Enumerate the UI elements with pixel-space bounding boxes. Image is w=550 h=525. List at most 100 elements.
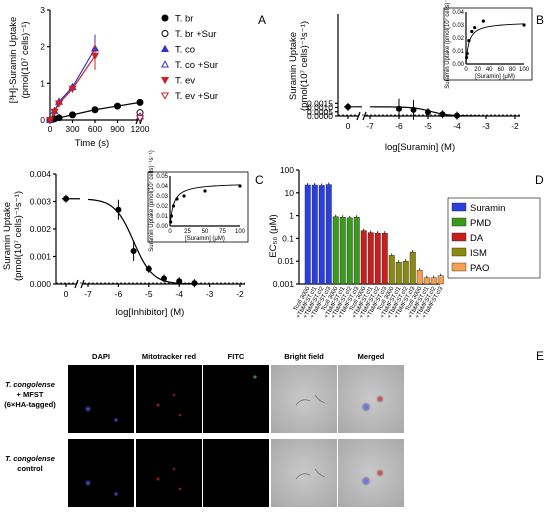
- d-legend-label: Suramin: [470, 203, 505, 214]
- c-inset-ytick-label: 0.00: [156, 224, 168, 230]
- micro-dapi-signal: [113, 417, 119, 423]
- b-inset-point: [470, 29, 474, 34]
- micro-cell-outline: [314, 394, 326, 404]
- c-inset-xtick-label: 100: [235, 229, 246, 235]
- a-legend-marker: [161, 30, 169, 37]
- c-ytick-label: 0.003: [30, 197, 52, 207]
- d-legend-swatch: [451, 202, 467, 212]
- panel-d-letter: D: [535, 173, 544, 187]
- c-inset-point: [238, 184, 242, 188]
- d-bar: [388, 255, 395, 285]
- b-inset-ytick-label: 0.03: [452, 23, 464, 29]
- micro-row-label-line: (6×HA-tagged): [4, 400, 56, 409]
- c-point: [161, 275, 167, 282]
- micro-fluorescence-image: [136, 439, 202, 507]
- a-xtick-label: 1200: [131, 124, 150, 134]
- c-inset-point: [169, 220, 173, 224]
- c-inset-frame: [147, 171, 249, 243]
- d-bar: [353, 217, 360, 285]
- b-xtick-label: 0: [346, 121, 351, 131]
- micro-column-header: DAPI: [92, 352, 110, 361]
- b-inset-xtick-label: 100: [519, 67, 530, 73]
- a-ytick-label: 1: [40, 78, 45, 88]
- c-point: [191, 280, 198, 287]
- b-point: [454, 112, 460, 119]
- c-inset-ytick-label: 0.03: [156, 194, 168, 200]
- c-inset-xtick-label: 50: [202, 229, 209, 235]
- a-ytick-label: 0: [40, 115, 45, 125]
- b-ylabel-units: (pmol(10⁷ cells)⁻¹s⁻¹): [299, 21, 310, 111]
- a-point: [136, 98, 144, 106]
- a-point: [91, 106, 99, 114]
- a-ylabel: [³H]-Suramin Uptake: [8, 17, 19, 104]
- d-legend-label: PMD: [470, 218, 491, 229]
- c-ylabel: Suramin Uptake: [2, 202, 13, 270]
- d-legend-swatch: [451, 262, 467, 272]
- c-inset-ytick-label: 0.04: [156, 184, 168, 190]
- d-bar: [416, 270, 423, 285]
- b-point: [396, 105, 402, 112]
- d-bar: [381, 232, 388, 285]
- micro-merged-signal: [376, 395, 384, 403]
- c-inset-point: [203, 189, 207, 193]
- micro-fluorescence-image: [68, 439, 134, 507]
- micro-row-label-species: T. congolense: [5, 454, 55, 463]
- micro-row-label-species: T. congolense: [5, 380, 55, 389]
- panel-a: A 0 300 600 900 1200 0 1 2 3 Time (s) [³H]-Suram…: [8, 5, 266, 149]
- c-inset-curve: [169, 184, 241, 227]
- micro-row-label-line: + MFST: [17, 390, 44, 399]
- c-xtick-label: -2: [236, 289, 244, 299]
- b-xtick-label: -6: [395, 121, 403, 131]
- c-axis-break: [74, 279, 79, 289]
- b-xtick-label: -5: [424, 121, 432, 131]
- a-point: [54, 100, 64, 108]
- micro-dapi-signal: [113, 491, 119, 497]
- micro-column-header: Merged: [358, 352, 385, 361]
- panel-a-letter: A: [258, 13, 266, 27]
- c-ytick-label: 0.001: [30, 252, 52, 262]
- c-inset-ytick-label: 0.05: [156, 174, 168, 180]
- d-legend-swatch: [451, 247, 467, 257]
- b-inset-point: [473, 26, 477, 30]
- d-ylabel: EC₅₀ (μM): [268, 214, 279, 257]
- d-bar: [346, 217, 353, 285]
- d-legend-label: ISM: [470, 248, 487, 259]
- c-xtick-label: -3: [206, 289, 214, 299]
- b-inset-ytick-label: 0.04: [452, 10, 464, 16]
- b-fit-curve: [369, 106, 479, 117]
- b-point: [345, 103, 351, 110]
- c-inset-ytick-label: 0.02: [156, 204, 168, 210]
- b-inset-xtick-label: 0: [464, 67, 468, 73]
- micro-fluorescence-image: [203, 439, 269, 507]
- a-ytick-label: 2: [40, 42, 45, 52]
- b-inset-xtick-label: 40: [486, 67, 493, 73]
- d-legend-label: DA: [470, 233, 484, 244]
- a-point: [135, 115, 145, 123]
- d-bar: [332, 216, 339, 285]
- c-xtick-label: 0: [64, 289, 69, 299]
- a-legend-label: T. co +Sur: [175, 60, 218, 71]
- c-xtick-label: -7: [84, 289, 92, 299]
- b-xtick-label: -4: [453, 121, 461, 131]
- d-bar: [367, 232, 374, 285]
- micro-mito-signal: [177, 412, 183, 418]
- d-bar: [304, 184, 311, 285]
- d-ytick-label: 1: [289, 211, 294, 221]
- b-inset-point: [464, 55, 469, 60]
- micro-cell-outline: [295, 473, 311, 480]
- c-inset-xtick-label: 75: [219, 229, 226, 235]
- c-point: [115, 206, 122, 213]
- b-xtick-label: -7: [366, 121, 374, 131]
- b-point: [439, 111, 446, 118]
- a-xtick-label: 600: [88, 124, 102, 134]
- d-legend-swatch: [451, 232, 467, 242]
- c-point: [145, 265, 152, 272]
- c-inset-xlabel: [Suramin] (μM): [185, 236, 225, 242]
- a-point: [50, 108, 59, 117]
- micro-column-header: FITC: [228, 352, 245, 361]
- micro-fluorescence-image: [136, 365, 202, 433]
- d-bar: [374, 232, 381, 285]
- a-xtick-label: 900: [110, 124, 124, 134]
- c-xtick-label: -6: [115, 289, 123, 299]
